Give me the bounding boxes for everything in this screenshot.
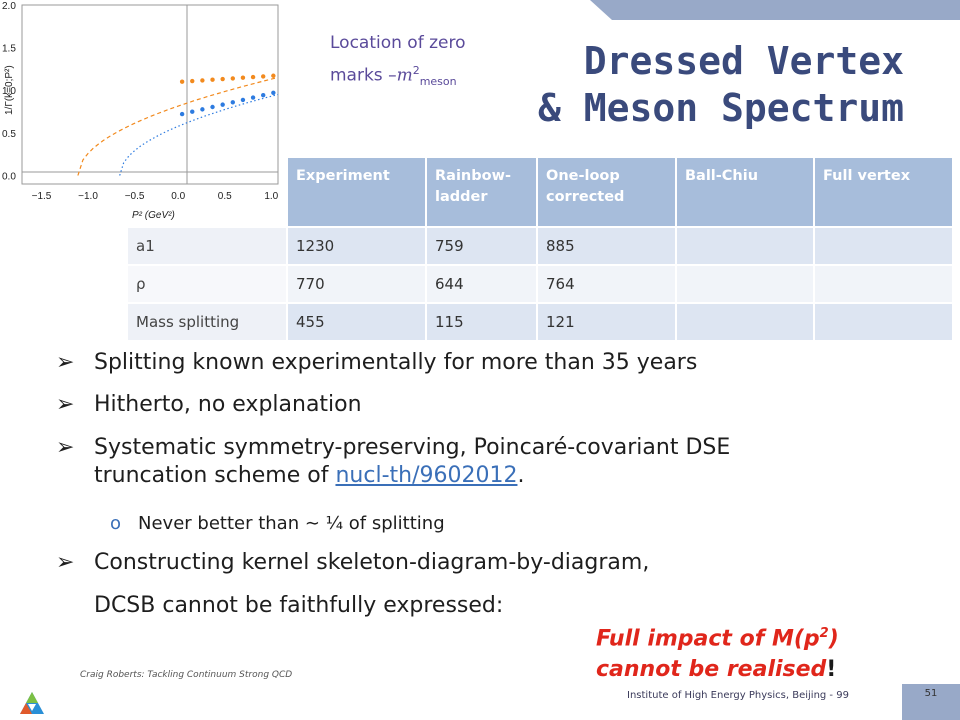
blue-data-point (271, 90, 276, 95)
nucl-th-link[interactable]: nucl-th/9602012 (335, 463, 518, 488)
cell: ρ (128, 264, 287, 303)
blue-data-point (220, 102, 225, 107)
note-sup: 2 (412, 64, 420, 77)
x-axis-label: P² (GeV²) (132, 210, 175, 221)
page-number: 51 (902, 684, 960, 720)
blue-data-point (240, 97, 246, 103)
top-decor-band (590, 0, 960, 20)
header-full-vertex: Full vertex (813, 158, 952, 227)
cell: 764 (536, 264, 676, 303)
header-ball-chiu: Ball-Chiu (675, 158, 814, 227)
title-line2: & Meson Spectrum (537, 86, 904, 130)
x-tick-label: 0.0 (171, 191, 185, 202)
orange-series-line (77, 76, 279, 176)
bullet-text: Constructing kernel skeleton-diagram-by-… (94, 550, 650, 575)
footer-author: Craig Roberts: Tackling Continuum Strong… (80, 670, 293, 680)
cell: 1230 (286, 226, 426, 265)
y-tick-labels: 2.0 1.5 1.0 0.5 0.0 (2, 1, 16, 182)
slide-title: Dressed Vertex & Meson Spectrum (484, 38, 904, 132)
note-line1: Location of zero (330, 33, 466, 53)
bullet-arrow-icon: ➢ (56, 350, 75, 375)
y-tick-label: 0.5 (2, 129, 16, 140)
blue-data-point (200, 107, 205, 112)
cell (813, 264, 952, 303)
cell (675, 302, 814, 340)
vertex-chart: 2.0 1.5 1.0 0.5 0.0 −1.5 −1.0 −0.5 0.0 0.5 1.0 1/… (2, 1, 279, 221)
cell: 644 (425, 264, 537, 303)
zero-location-note: Location of zero marks –m2meson (330, 30, 530, 95)
x-tick-labels: −1.5 −1.0 −0.5 0.0 0.5 1.0 (32, 191, 279, 202)
x-tick-label: −1.0 (78, 191, 98, 202)
header-rainbow-ladder: Rainbow-ladder (425, 158, 537, 227)
bullet-text: Systematic symmetry-preserving, Poincaré… (94, 435, 731, 488)
note-m: m (396, 65, 413, 86)
chart-curves (77, 73, 279, 176)
x-tick-label: −0.5 (125, 191, 145, 202)
cell: 770 (286, 264, 426, 303)
x-tick-label: −1.5 (32, 191, 52, 202)
header-one-loop: One-loop corrected (536, 158, 676, 227)
cell (675, 226, 814, 265)
cell (813, 226, 952, 265)
x-tick-label: 0.5 (218, 191, 232, 202)
cell: 115 (425, 302, 537, 340)
blue-data-point (250, 95, 256, 100)
sub-bullet-text: Never better than ∼ ¼ of splitting (138, 513, 445, 534)
table-row: ρ 770 644 764 (128, 264, 952, 303)
lab-logo-icon (20, 692, 44, 714)
y-tick-label: 1.0 (2, 86, 16, 97)
orange-data-point (230, 76, 235, 81)
blue-data-point (261, 92, 266, 98)
title-line1: Dressed Vertex (583, 39, 904, 83)
cell: Mass splitting (128, 302, 287, 340)
blue-data-point (230, 100, 235, 105)
orange-data-point (200, 78, 205, 83)
orange-data-point (271, 73, 276, 78)
header-empty (128, 158, 287, 227)
x-tick-label: 1.0 (264, 191, 278, 202)
blue-data-point (179, 111, 185, 117)
orange-data-point (179, 79, 185, 84)
bullet-arrow-icon: ➢ (56, 435, 75, 460)
sub-bullet-circle-icon: o (110, 513, 122, 534)
bullet-arrow-icon: ➢ (56, 550, 75, 575)
cell: 455 (286, 302, 426, 340)
table-row: Mass splitting 455 115 121 (128, 302, 952, 340)
cell (813, 302, 952, 340)
impact-statement: Full impact of M(p2) cannot be realised! (596, 626, 839, 683)
bullet-arrow-icon: ➢ (56, 392, 75, 417)
blue-series-line (119, 93, 279, 176)
y-axis-label: 1/Γ(k=0;P²) (4, 65, 15, 115)
orange-data-point (240, 75, 246, 80)
cell: 759 (425, 226, 537, 265)
orange-data-point (261, 74, 266, 79)
table-row: a1 1230 759 885 (128, 226, 952, 265)
y-tick-label: 0.0 (2, 171, 16, 182)
orange-data-point (210, 77, 215, 82)
cell: 885 (536, 226, 676, 265)
note-sub: meson (419, 75, 457, 89)
cell: 121 (536, 302, 676, 340)
cell: a1 (128, 226, 287, 265)
table-header-row: Experiment Rainbow-ladder One-loop correc… (128, 158, 952, 227)
bullet-text: Hitherto, no explanation (94, 392, 362, 417)
meson-mass-table: Experiment Rainbow-ladder One-loop correc… (128, 158, 952, 340)
note-line2-prefix: marks – (330, 65, 397, 86)
header-experiment: Experiment (286, 158, 426, 227)
blue-data-point (210, 104, 215, 110)
blue-data-point (190, 109, 195, 114)
y-tick-label: 1.5 (2, 44, 16, 55)
y-tick-label: 2.0 (2, 1, 16, 12)
orange-data-point (190, 78, 195, 84)
orange-data-point (220, 76, 225, 82)
bullet-text: DCSB cannot be faithfully expressed: (94, 593, 504, 618)
footer-venue: Institute of High Energy Physics, Beijin… (627, 690, 849, 701)
cell (675, 264, 814, 303)
bullet-text: Splitting known experimentally for more … (94, 350, 698, 375)
orange-data-point (250, 74, 256, 80)
